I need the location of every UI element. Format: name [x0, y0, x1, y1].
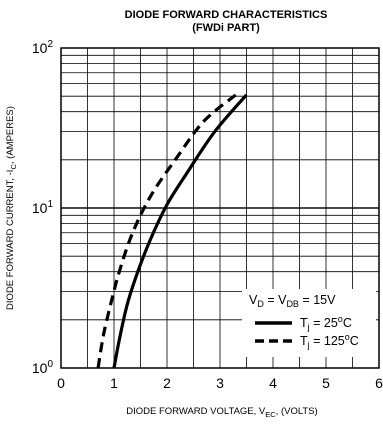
legend: VD = VDB = 15V Tj = 25oC Tj = 125oC: [242, 289, 376, 357]
y-tick-label: 100: [32, 359, 54, 376]
x-tick-label: 0: [57, 375, 65, 391]
plot-frame: [60, 47, 380, 369]
chart-title: DIODE FORWARD CHARACTERISTICS: [125, 9, 328, 21]
series-line-25c: [112, 93, 248, 369]
y-tick-label: 101: [32, 199, 54, 216]
x-tick-label: 6: [375, 375, 383, 391]
series-line-125c: [96, 93, 237, 369]
x-tick-label: 5: [322, 375, 330, 391]
legend-condition: VD = VDB = 15V: [249, 293, 336, 309]
series-layer: [96, 93, 248, 369]
legend-entry-125c: Tj = 125oC: [300, 332, 359, 350]
chart-subtitle: (FWDi PART): [192, 22, 260, 34]
y-axis-label: DIODE FORWARD CURRENT, -IC, (AMPERES): [5, 106, 18, 310]
x-tick-label: 4: [269, 375, 277, 391]
x-tick-label: 2: [163, 375, 171, 391]
grid: [61, 48, 379, 368]
legend-entry-25c: Tj = 25oC: [300, 314, 352, 332]
x-tick-label: 3: [216, 375, 224, 391]
tick-labels: 0 1 2 3 4 5 6 100 101 102: [32, 39, 383, 391]
y-tick-label: 102: [32, 39, 54, 56]
x-tick-label: 1: [110, 375, 118, 391]
x-axis-label: DIODE FORWARD VOLTAGE, VEC, (VOLTS): [126, 406, 317, 419]
